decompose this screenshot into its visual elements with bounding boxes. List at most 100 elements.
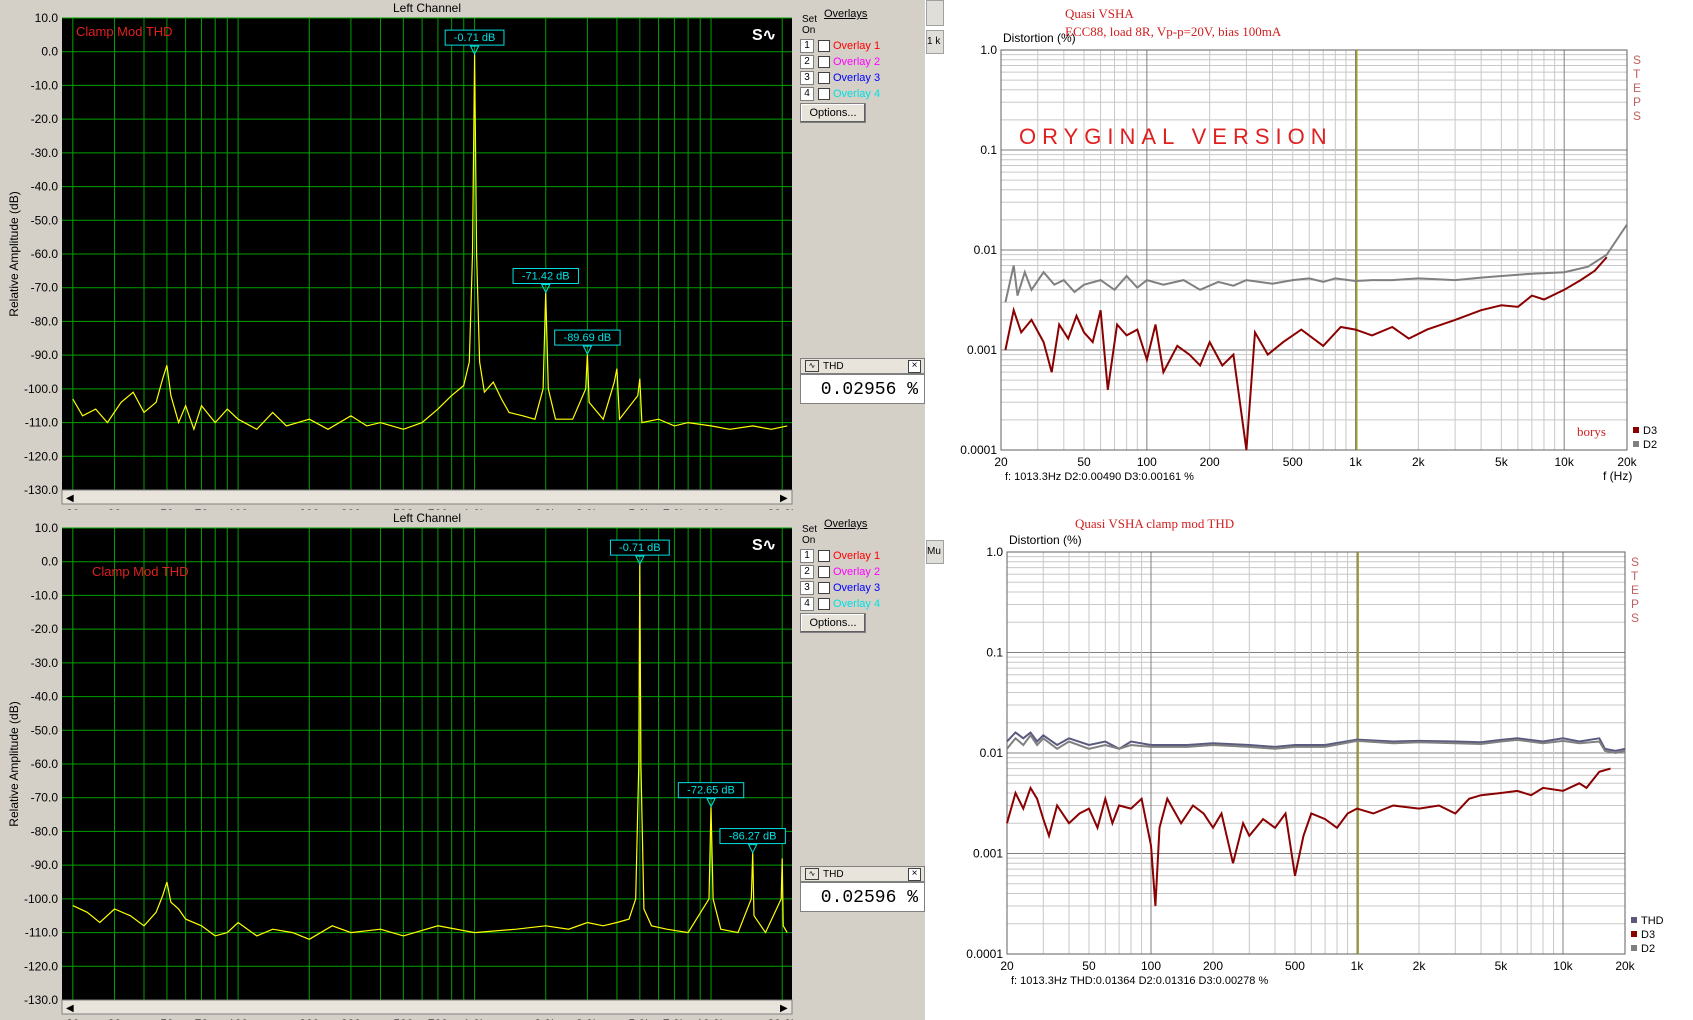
- x-tick-label: 20: [66, 507, 80, 510]
- y-tick-label: -30.0: [31, 656, 59, 670]
- edge-field[interactable]: 1 k: [926, 30, 944, 54]
- y-tick-label: -80.0: [31, 314, 59, 328]
- edge-button[interactable]: [926, 0, 944, 26]
- overlay-row-2[interactable]: 2 Overlay 2: [800, 564, 880, 580]
- peak-label: -89.69 dB: [564, 332, 612, 344]
- y-tick-label: -90.0: [31, 858, 59, 872]
- legend-swatch: [1633, 441, 1639, 447]
- thd-meter: ∿ THD × 0.02596 %: [800, 866, 925, 918]
- overlay-num[interactable]: 4: [800, 87, 814, 101]
- thd-header: ∿ THD ×: [800, 866, 925, 882]
- peak-label-box: [512, 268, 579, 285]
- x-tick-label: 200: [299, 1017, 319, 1020]
- legend-label: D3: [1643, 425, 1657, 437]
- options-button[interactable]: Options...: [800, 103, 866, 123]
- x-tick-label: 70: [195, 507, 209, 510]
- x-tick-label: 5.0k: [629, 1017, 653, 1020]
- legend-label: D2: [1641, 943, 1655, 955]
- overlay-checkbox[interactable]: [818, 582, 830, 594]
- peak-label-box: [609, 539, 670, 556]
- thd-value: 0.02956 %: [800, 374, 925, 404]
- peak-marker-icon: [706, 798, 716, 808]
- y-tick-label: 0.0: [41, 555, 58, 569]
- close-icon[interactable]: ×: [908, 868, 921, 881]
- overlay-row-1[interactable]: 1 Overlay 1: [800, 38, 880, 54]
- steps-letter: T: [1631, 569, 1639, 583]
- overlay-row-3[interactable]: 3 Overlay 3: [800, 70, 880, 86]
- overlays-title: Overlays: [824, 518, 868, 530]
- overlay-checkbox[interactable]: [818, 40, 830, 52]
- chart-title: Quasi VSHA clamp mod THD: [1075, 516, 1234, 531]
- options-button[interactable]: Options...: [800, 613, 866, 633]
- y-axis-label: Distortion (%): [1003, 31, 1076, 45]
- x-tick-label: 1.0k: [463, 507, 487, 510]
- overlay-row-1[interactable]: 1 Overlay 1: [800, 548, 880, 564]
- y-tick-label: -70.0: [31, 791, 59, 805]
- overlay-num[interactable]: 3: [800, 71, 814, 85]
- sine-logo-icon: S∿: [752, 537, 776, 554]
- y-axis-label: Relative Amplitude (dB): [7, 191, 21, 316]
- x-tick-label: 700: [428, 507, 448, 510]
- series-line-d3: [1006, 767, 1611, 907]
- y-tick-label: -10.0: [31, 588, 59, 602]
- footer-readout: f: 1013.3Hz THD:0.01364 D2:0.01316 D3:0.…: [1011, 975, 1268, 987]
- x-tick-label: 100: [1137, 455, 1157, 469]
- overlay-checkbox[interactable]: [818, 72, 830, 84]
- peak-label: -71.42 dB: [522, 271, 570, 283]
- x-tick-label: 50: [1082, 959, 1096, 973]
- y-tick-label: -70.0: [31, 281, 59, 295]
- thd-title: THD: [823, 868, 844, 880]
- y-tick-label: -100.0: [24, 892, 58, 906]
- chart-label: Clamp Mod THD: [76, 24, 173, 39]
- x-tick-label: 2k: [1413, 959, 1427, 973]
- close-icon[interactable]: ×: [908, 360, 921, 373]
- steps-letter: S: [1631, 555, 1639, 569]
- overlay-row-2[interactable]: 2 Overlay 2: [800, 54, 880, 70]
- overlay-label: Overlay 2: [833, 566, 881, 578]
- legend-label: THD: [1641, 915, 1664, 927]
- panel-title: Left Channel: [393, 511, 461, 525]
- overlay-num[interactable]: 3: [800, 581, 814, 595]
- footer-readout: f: 1013.3Hz D2:0.00490 D3:0.00161 %: [1005, 471, 1194, 483]
- x-tick-label: 20k: [1617, 455, 1637, 469]
- overlay-checkbox[interactable]: [818, 598, 830, 610]
- y-tick-label: 0.01: [974, 243, 998, 257]
- overlay-num[interactable]: 4: [800, 597, 814, 611]
- overlay-row-3[interactable]: 3 Overlay 3: [800, 580, 880, 596]
- x-tick-label: 5k: [1495, 455, 1509, 469]
- peak-label-box: [554, 329, 621, 346]
- y-tick-label: -40.0: [31, 180, 59, 194]
- y-tick-label: -110.0: [25, 926, 58, 940]
- x-tick-label: 10.0k: [696, 1017, 726, 1020]
- overlay-checkbox[interactable]: [818, 88, 830, 100]
- peak-label-box: [677, 782, 745, 799]
- peak-marker-icon: [747, 844, 758, 854]
- overlay-checkbox[interactable]: [818, 566, 830, 578]
- overlay-num[interactable]: 2: [800, 55, 814, 69]
- y-tick-label: -90.0: [31, 348, 59, 362]
- x-tick-label: 3.0k: [576, 1017, 600, 1020]
- distortion-chart-top: Quasi VSHA ECC88, load 8R, Vp-p=20V, bias…: [945, 0, 1693, 510]
- y-axis-label: Distortion (%): [1009, 533, 1082, 547]
- overlay-checkbox[interactable]: [818, 550, 830, 562]
- overlay-num[interactable]: 1: [800, 549, 814, 563]
- x-tick-label: 70: [195, 1017, 209, 1020]
- x-axis-label: f (Hz): [1603, 469, 1632, 483]
- overlay-label: Overlay 3: [833, 72, 881, 84]
- y-tick-label: -130.0: [24, 993, 58, 1007]
- edge-field[interactable]: Mu: [926, 540, 944, 564]
- x-tick-label: 2.0k: [534, 1017, 558, 1020]
- overlay-num[interactable]: 2: [800, 565, 814, 579]
- overlay-row-4[interactable]: 4 Overlay 4: [800, 596, 880, 612]
- overlay-label: Overlay 1: [833, 550, 881, 562]
- overlay-row-4[interactable]: 4 Overlay 4: [800, 86, 880, 102]
- y-tick-label: -50.0: [31, 723, 59, 737]
- sine-logo-icon: S∿: [752, 27, 776, 44]
- y-tick-label: 1.0: [980, 43, 997, 57]
- set-label: Set: [802, 14, 818, 25]
- overlay-checkbox[interactable]: [818, 56, 830, 68]
- y-tick-label: 0.001: [967, 343, 997, 357]
- set-on-label: Set On: [802, 524, 822, 546]
- overlay-num[interactable]: 1: [800, 39, 814, 53]
- steps-letter: S: [1633, 53, 1641, 67]
